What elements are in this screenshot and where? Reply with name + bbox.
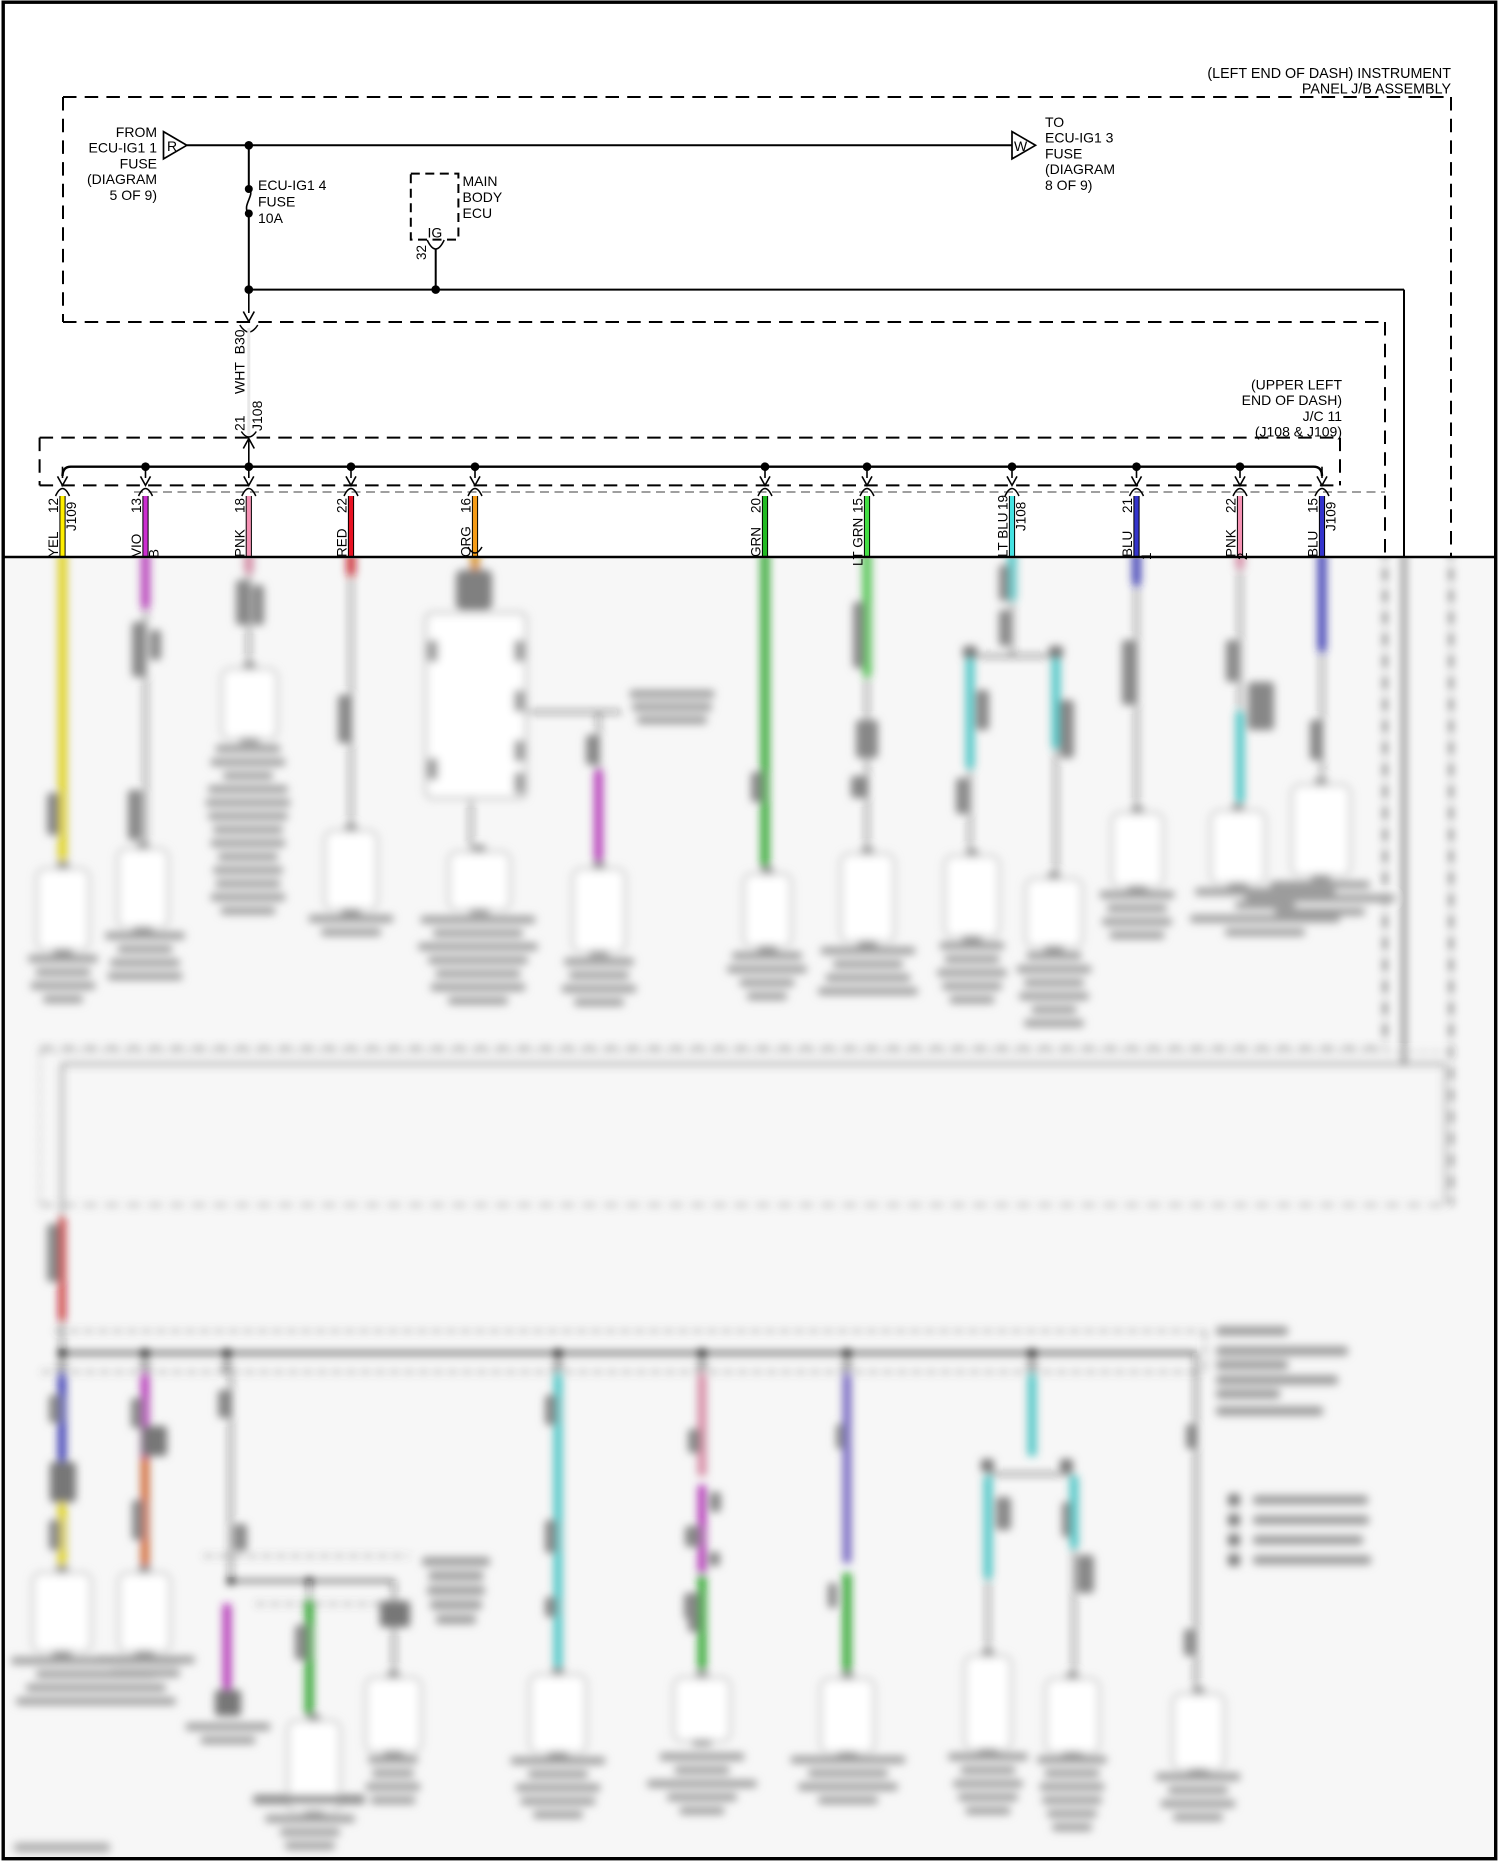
svg-text:IG: IG — [428, 225, 443, 241]
svg-text:8 OF 9): 8 OF 9) — [1045, 177, 1092, 193]
svg-text:FUSE: FUSE — [258, 193, 295, 209]
svg-text:J/C 11: J/C 11 — [1303, 408, 1343, 424]
svg-text:ORG: ORG — [459, 526, 474, 557]
svg-text:J108: J108 — [249, 400, 265, 431]
svg-text:TO: TO — [1045, 114, 1064, 130]
svg-text:16: 16 — [459, 498, 474, 513]
svg-text:PANEL J/B ASSEMBLY: PANEL J/B ASSEMBLY — [1302, 82, 1452, 98]
svg-text:(DIAGRAM: (DIAGRAM — [1045, 161, 1115, 177]
svg-text:RED: RED — [335, 528, 350, 557]
svg-text:MAIN: MAIN — [463, 173, 498, 189]
svg-text:21: 21 — [232, 415, 248, 431]
svg-text:12: 12 — [46, 498, 61, 513]
svg-text:22: 22 — [335, 498, 350, 513]
svg-text:20: 20 — [749, 498, 764, 513]
svg-text:ECU: ECU — [463, 205, 493, 221]
svg-text:FUSE: FUSE — [120, 155, 157, 171]
svg-text:PNK: PNK — [1224, 529, 1239, 557]
svg-text:15: 15 — [1306, 498, 1321, 513]
svg-text:ECU-IG1 4: ECU-IG1 4 — [258, 177, 327, 193]
svg-text:R: R — [167, 138, 177, 154]
svg-text:BLU: BLU — [1120, 531, 1135, 557]
svg-text:(LEFT END OF DASH) INSTRUMENT: (LEFT END OF DASH) INSTRUMENT — [1207, 66, 1451, 82]
svg-text:J109: J109 — [1324, 502, 1339, 531]
svg-text:J108: J108 — [1014, 502, 1029, 531]
svg-text:WHT B30: WHT B30 — [232, 329, 248, 394]
svg-text:22: 22 — [1224, 498, 1239, 513]
svg-text:GRN: GRN — [749, 527, 764, 557]
svg-text:15: 15 — [851, 498, 866, 513]
svg-text:END OF DASH): END OF DASH) — [1242, 392, 1342, 408]
svg-text:(J108 & J109): (J108 & J109) — [1255, 424, 1342, 440]
svg-text:ECU-IG1 3: ECU-IG1 3 — [1045, 130, 1114, 146]
svg-text:32: 32 — [414, 245, 429, 260]
svg-text:LT GRN: LT GRN — [851, 518, 866, 566]
svg-text:VIO: VIO — [129, 534, 144, 557]
svg-text:BODY: BODY — [463, 189, 503, 205]
svg-text:19: 19 — [996, 495, 1011, 510]
svg-text:(UPPER LEFT: (UPPER LEFT — [1251, 377, 1342, 393]
svg-text:BLU: BLU — [1306, 531, 1321, 557]
svg-text:13: 13 — [129, 498, 144, 513]
svg-text:B: B — [147, 549, 162, 558]
svg-text:5 OF 9): 5 OF 9) — [110, 187, 157, 203]
svg-text:W: W — [1014, 138, 1028, 154]
svg-text:YEL: YEL — [46, 531, 61, 557]
svg-text:PNK: PNK — [232, 529, 247, 557]
svg-text:FUSE: FUSE — [1045, 145, 1082, 161]
svg-text:FROM: FROM — [116, 124, 157, 140]
svg-text:ECU-IG1 1: ECU-IG1 1 — [89, 140, 158, 156]
svg-text:J109: J109 — [64, 502, 79, 531]
svg-text:(DIAGRAM: (DIAGRAM — [87, 171, 157, 187]
svg-text:21: 21 — [1120, 498, 1135, 513]
svg-text:10A: 10A — [258, 210, 284, 226]
svg-text:18: 18 — [232, 498, 247, 513]
svg-text:LT BLU: LT BLU — [996, 512, 1011, 557]
